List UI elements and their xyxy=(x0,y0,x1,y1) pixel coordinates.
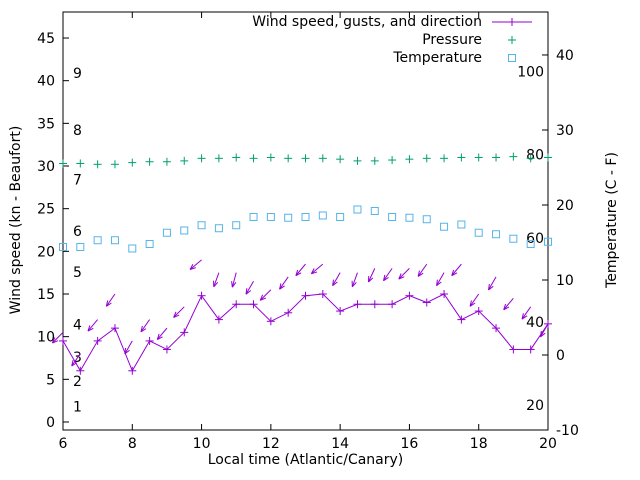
series-gusts-direction xyxy=(51,259,549,367)
legend-label-wind: Wind speed, gusts, and direction xyxy=(252,14,482,30)
svg-text:7: 7 xyxy=(73,173,82,189)
series-pressure xyxy=(59,152,552,169)
legend-label-pressure: Pressure xyxy=(422,32,482,48)
svg-text:30: 30 xyxy=(37,159,55,175)
svg-text:12: 12 xyxy=(262,436,280,452)
axes: 6 8 10 12 14 16 18 20051015202530354045-1001020… xyxy=(37,11,579,452)
svg-text:10: 10 xyxy=(193,436,211,452)
svg-text:40: 40 xyxy=(526,315,544,331)
series-temperature xyxy=(59,205,552,253)
svg-text:20: 20 xyxy=(37,244,55,260)
y-axis-label-right: Temperature (C - F) xyxy=(604,152,620,288)
svg-text:14: 14 xyxy=(331,436,349,452)
legend-marker-temperature xyxy=(490,50,534,66)
svg-text:2: 2 xyxy=(73,374,82,390)
svg-text:8: 8 xyxy=(73,123,82,139)
svg-text:30: 30 xyxy=(556,123,574,139)
series-wind-speed xyxy=(59,289,552,375)
svg-text:4: 4 xyxy=(73,318,82,334)
svg-text:20: 20 xyxy=(526,398,544,414)
legend-marker-pressure xyxy=(490,32,534,48)
svg-text:10: 10 xyxy=(37,330,55,346)
legend-row-pressure: Pressure xyxy=(0,31,534,49)
legend-row-temperature: Temperature xyxy=(0,49,534,67)
svg-text:5: 5 xyxy=(46,372,55,388)
legend-marker-wind xyxy=(490,14,534,30)
y-axis-label-left: Wind speed (kn - Beaufort) xyxy=(8,125,24,315)
svg-text:45: 45 xyxy=(37,31,55,47)
chart-legend: Wind speed, gusts, and direction Pressur… xyxy=(0,13,534,67)
svg-text:6: 6 xyxy=(73,224,82,240)
svg-text:10: 10 xyxy=(556,273,574,289)
svg-text:25: 25 xyxy=(37,202,55,218)
svg-text:6: 6 xyxy=(59,436,68,452)
svg-text:100: 100 xyxy=(517,64,544,80)
svg-text:40: 40 xyxy=(37,74,55,90)
svg-text:18: 18 xyxy=(470,436,488,452)
svg-text:9: 9 xyxy=(73,66,82,82)
x-axis-label: Local time (Atlantic/Canary) xyxy=(207,452,404,468)
svg-text:16: 16 xyxy=(401,436,419,452)
svg-text:40: 40 xyxy=(556,48,574,64)
legend-label-temperature: Temperature xyxy=(393,50,482,66)
svg-text:0: 0 xyxy=(556,348,565,364)
svg-text:0: 0 xyxy=(46,415,55,431)
svg-text:20: 20 xyxy=(539,436,557,452)
svg-text:5: 5 xyxy=(73,265,82,281)
svg-text:80: 80 xyxy=(526,148,544,164)
svg-text:8: 8 xyxy=(128,436,137,452)
svg-text:15: 15 xyxy=(37,287,55,303)
legend-row-wind: Wind speed, gusts, and direction xyxy=(0,13,534,31)
svg-text:-10: -10 xyxy=(556,423,579,439)
svg-text:1: 1 xyxy=(73,400,82,416)
svg-text:60: 60 xyxy=(526,231,544,247)
svg-text:20: 20 xyxy=(556,198,574,214)
svg-text:35: 35 xyxy=(37,116,55,132)
